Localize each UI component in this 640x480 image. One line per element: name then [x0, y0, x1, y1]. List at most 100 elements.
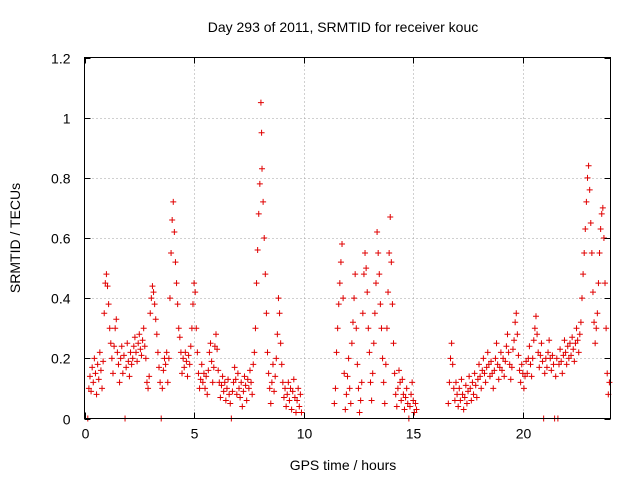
data-point — [232, 376, 239, 383]
data-point — [340, 295, 347, 302]
data-point — [375, 250, 382, 257]
data-point — [250, 361, 257, 368]
data-point — [452, 379, 459, 386]
data-point — [125, 358, 132, 365]
y-tick-label: 0.6 — [51, 231, 71, 247]
data-point — [274, 331, 281, 338]
data-point — [353, 325, 360, 332]
data-point — [494, 361, 501, 368]
data-point — [336, 280, 343, 287]
data-point — [471, 370, 478, 377]
data-point — [140, 325, 147, 332]
data-point — [394, 385, 401, 392]
data-point — [193, 325, 200, 332]
data-point — [399, 376, 406, 383]
data-point — [524, 370, 531, 377]
data-point — [89, 364, 96, 371]
data-point — [214, 346, 221, 353]
data-point — [461, 394, 468, 401]
data-point — [157, 379, 164, 386]
data-point — [445, 400, 452, 407]
data-point — [397, 379, 404, 386]
y-tick-label: 0.8 — [51, 171, 71, 187]
data-point — [596, 250, 603, 257]
data-point — [126, 373, 133, 380]
data-point — [253, 280, 260, 287]
data-point — [117, 355, 124, 362]
data-point — [282, 385, 289, 392]
data-point — [532, 313, 539, 320]
data-point — [202, 385, 209, 392]
data-point — [577, 319, 584, 326]
data-point — [386, 250, 393, 257]
data-point — [371, 310, 378, 317]
data-point — [114, 349, 121, 356]
data-point — [355, 385, 362, 392]
data-point — [287, 385, 294, 392]
data-point — [100, 358, 107, 365]
data-point — [111, 343, 118, 350]
data-point — [574, 337, 581, 344]
data-point — [189, 301, 196, 308]
data-point — [582, 225, 589, 232]
data-point — [180, 355, 187, 362]
data-point — [377, 301, 384, 308]
data-point — [523, 358, 530, 365]
data-point — [129, 355, 136, 362]
data-point — [606, 379, 613, 386]
data-point — [480, 355, 487, 362]
data-point — [547, 355, 554, 362]
data-point — [459, 391, 466, 398]
data-point — [391, 370, 398, 377]
data-point — [181, 364, 188, 371]
data-point — [380, 379, 387, 386]
data-point — [583, 198, 590, 205]
data-point — [366, 349, 373, 356]
data-point — [278, 361, 285, 368]
data-point — [536, 364, 543, 371]
data-point — [404, 400, 411, 407]
data-point — [213, 331, 219, 338]
data-point — [103, 271, 110, 278]
data-point — [501, 373, 508, 380]
data-point — [172, 259, 179, 266]
data-point — [499, 367, 506, 374]
data-point — [571, 358, 578, 365]
data-point — [466, 373, 473, 380]
data-point — [295, 385, 302, 392]
data-point — [503, 343, 510, 350]
data-point — [104, 283, 111, 290]
data-point — [387, 213, 394, 220]
data-point — [225, 376, 232, 383]
data-point — [203, 373, 210, 380]
data-point — [124, 340, 131, 347]
data-point — [506, 361, 513, 368]
data-point — [290, 376, 297, 383]
data-point — [599, 204, 606, 211]
data-point — [286, 397, 293, 404]
data-point — [488, 358, 495, 365]
data-point — [296, 403, 303, 410]
data-point — [398, 397, 405, 404]
data-point — [492, 355, 499, 362]
data-point — [575, 349, 582, 356]
grid-lines — [84, 57, 611, 419]
data-point — [186, 361, 193, 368]
data-point — [502, 358, 509, 365]
data-point — [585, 162, 592, 169]
data-point — [241, 373, 248, 380]
data-point — [489, 370, 496, 377]
data-point — [197, 376, 204, 383]
data-point — [284, 391, 291, 398]
data-point — [123, 364, 130, 371]
data-point — [254, 247, 261, 254]
data-point — [267, 400, 274, 407]
data-point — [369, 370, 376, 377]
data-point — [183, 358, 190, 365]
data-point — [331, 400, 338, 407]
data-point — [243, 397, 250, 404]
data-point — [402, 394, 409, 401]
data-point — [192, 289, 199, 296]
data-point — [347, 400, 354, 407]
data-point — [275, 295, 282, 302]
